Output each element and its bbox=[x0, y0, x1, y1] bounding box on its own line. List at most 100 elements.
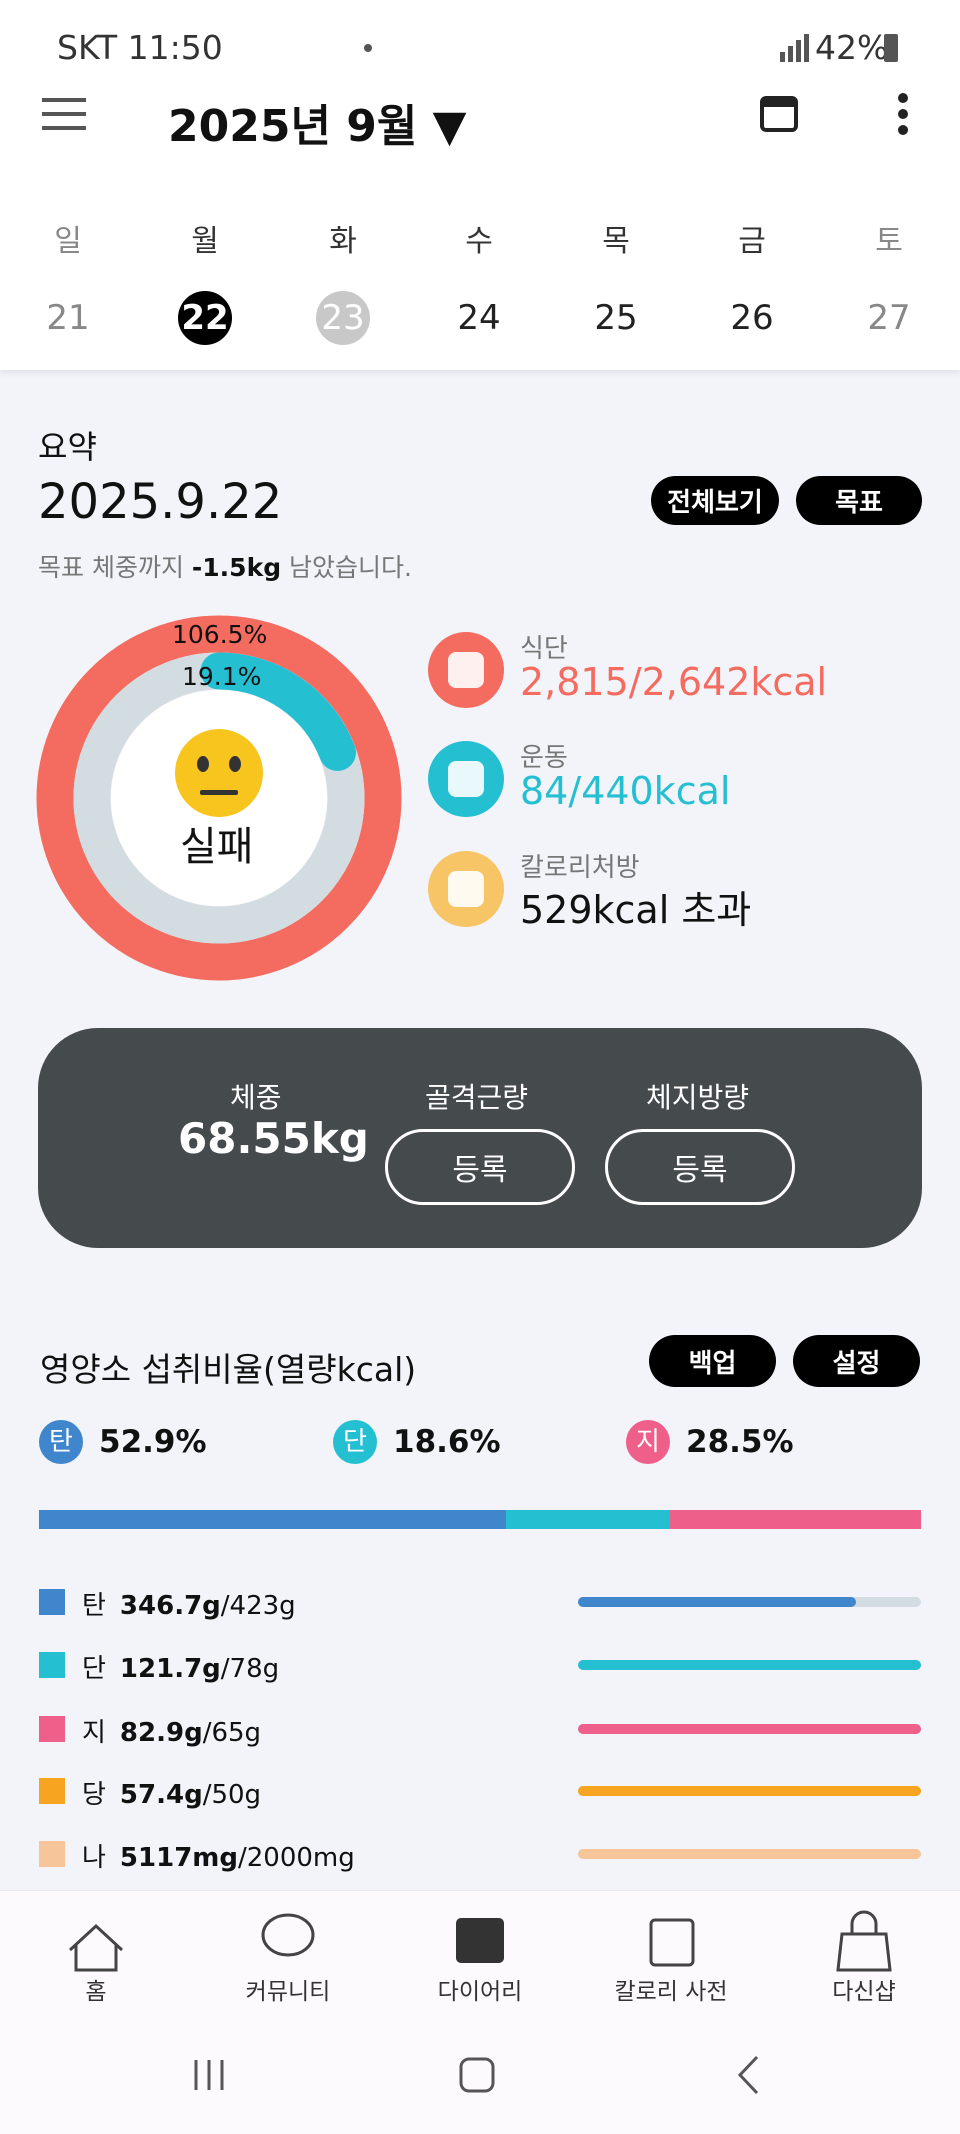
shop-icon[interactable] bbox=[836, 1910, 892, 1972]
row-fill bbox=[578, 1849, 921, 1859]
fat-register-button[interactable]: 등록 bbox=[605, 1129, 795, 1205]
row-swatch bbox=[39, 1841, 65, 1867]
row-swatch bbox=[39, 1778, 65, 1804]
item-value: 2,815/2,642kcal bbox=[520, 660, 828, 704]
item-icon-glyph bbox=[448, 652, 484, 688]
row-amount: 82.9g bbox=[119, 1718, 203, 1748]
row-text: 탄 346.7g/423g bbox=[82, 1585, 296, 1622]
row-fill bbox=[578, 1786, 921, 1796]
nav-label[interactable]: 다신샵 bbox=[832, 1979, 896, 2005]
status-label: 실패 bbox=[180, 824, 254, 870]
nav-label[interactable]: 커뮤니티 bbox=[245, 1979, 331, 2005]
status-icons bbox=[364, 34, 898, 62]
date[interactable]: 22 bbox=[178, 291, 232, 345]
summary-date: 2025.9.22 bbox=[38, 474, 283, 530]
weekday: 금 bbox=[738, 224, 766, 259]
row-text: 당 57.4g/50g bbox=[82, 1774, 261, 1811]
row-swatch bbox=[39, 1589, 65, 1615]
row-name: 탄 bbox=[82, 1591, 106, 1621]
menu-icon[interactable] bbox=[42, 98, 86, 130]
more-icon[interactable] bbox=[898, 93, 908, 135]
remaining-amount: -1.5kg bbox=[191, 553, 282, 582]
row-name: 단 bbox=[82, 1654, 106, 1684]
ratio-bar bbox=[39, 1510, 921, 1529]
goal-button[interactable]: 목표 bbox=[796, 476, 922, 525]
nav-label[interactable]: 홈 bbox=[85, 1979, 107, 2005]
item-label: 식단 bbox=[520, 634, 568, 664]
diary-icon[interactable] bbox=[456, 1918, 504, 1963]
row-swatch bbox=[39, 1652, 65, 1678]
remaining-text: 목표 체중까지 -1.5kg 남았습니다. bbox=[38, 548, 412, 584]
emoji-face bbox=[175, 729, 263, 817]
nutrition-title: 영양소 섭취비율(열량kcal) bbox=[40, 1350, 417, 1389]
date[interactable]: 27 bbox=[867, 298, 911, 338]
home-icon[interactable] bbox=[68, 1923, 124, 1972]
dictionary-icon[interactable] bbox=[649, 1918, 695, 1967]
ratio-carb bbox=[39, 1510, 506, 1529]
nav-label[interactable]: 다이어리 bbox=[437, 1979, 523, 2005]
weekday: 월 bbox=[191, 224, 219, 259]
weight-value: 68.55kg bbox=[178, 1114, 369, 1163]
date[interactable]: 24 bbox=[457, 298, 501, 338]
macro-badge: 지 bbox=[626, 1420, 670, 1464]
row-goal: /78g bbox=[220, 1654, 280, 1684]
row-goal: /65g bbox=[202, 1718, 262, 1748]
fat-label: 체지방량 bbox=[646, 1081, 750, 1114]
outer-ring bbox=[36, 615, 402, 981]
row-amount: 346.7g bbox=[119, 1591, 221, 1621]
row-amount: 5117mg bbox=[119, 1843, 238, 1873]
settings-button[interactable]: 설정 bbox=[793, 1335, 920, 1387]
macro-percent: 52.9% bbox=[99, 1424, 207, 1460]
ratio-fat bbox=[669, 1510, 921, 1529]
macro-badge: 탄 bbox=[39, 1420, 83, 1464]
row-text: 나 5117mg/2000mg bbox=[82, 1837, 355, 1874]
inner-arc bbox=[200, 652, 356, 771]
weekday: 화 bbox=[329, 224, 357, 259]
macro-badge: 단 bbox=[333, 1420, 377, 1464]
battery: 42% bbox=[815, 28, 889, 67]
date[interactable]: 25 bbox=[594, 298, 638, 338]
row-swatch bbox=[39, 1716, 65, 1742]
remaining-prefix: 목표 체중까지 bbox=[38, 553, 192, 582]
row-goal: /2000mg bbox=[238, 1843, 355, 1873]
weekday: 수 bbox=[465, 224, 493, 259]
system-nav bbox=[194, 2055, 759, 2095]
row-amount: 121.7g bbox=[119, 1654, 221, 1684]
item-label: 운동 bbox=[520, 743, 568, 773]
community-icon[interactable] bbox=[261, 1913, 315, 1957]
row-goal: /50g bbox=[202, 1780, 262, 1810]
row-text: 단 121.7g/78g bbox=[82, 1648, 279, 1685]
muscle-register-button[interactable]: 등록 bbox=[385, 1129, 575, 1205]
macro-percent: 18.6% bbox=[393, 1424, 501, 1460]
macro-percent: 28.5% bbox=[686, 1424, 794, 1460]
emoji-features bbox=[197, 756, 241, 795]
date[interactable]: 21 bbox=[46, 298, 90, 338]
date[interactable]: 26 bbox=[730, 298, 774, 338]
backup-button[interactable]: 백업 bbox=[649, 1335, 776, 1387]
row-fill bbox=[578, 1597, 856, 1607]
row-name: 지 bbox=[82, 1718, 106, 1748]
outer-percent: 106.5% bbox=[172, 620, 268, 649]
nav-label[interactable]: 칼로리 사전 bbox=[614, 1979, 728, 2005]
summary-heading: 요약 bbox=[38, 428, 97, 466]
row-text: 지 82.9g/65g bbox=[82, 1712, 261, 1749]
item-label: 칼로리처방 bbox=[520, 853, 640, 883]
row-name: 당 bbox=[82, 1780, 106, 1810]
month-title[interactable]: 2025년 9월 ▼ bbox=[168, 101, 467, 152]
status-time: SKT 11:50 bbox=[57, 28, 223, 67]
item-icon-glyph bbox=[448, 871, 484, 907]
date[interactable]: 23 bbox=[316, 291, 370, 345]
row-goal: /423g bbox=[220, 1591, 296, 1621]
weight-label: 체중 bbox=[230, 1081, 282, 1114]
muscle-label: 골격근량 bbox=[425, 1081, 529, 1114]
ratio-protein bbox=[505, 1510, 670, 1529]
header-icons bbox=[42, 34, 908, 135]
view-all-button[interactable]: 전체보기 bbox=[651, 476, 779, 525]
item-value: 529kcal 초과 bbox=[520, 888, 752, 932]
calendar-icon[interactable] bbox=[760, 96, 798, 132]
row-fill bbox=[578, 1660, 921, 1670]
item-value: 84/440kcal bbox=[520, 769, 731, 813]
weekday: 토 bbox=[875, 224, 903, 259]
nav-icons bbox=[68, 1910, 892, 2095]
